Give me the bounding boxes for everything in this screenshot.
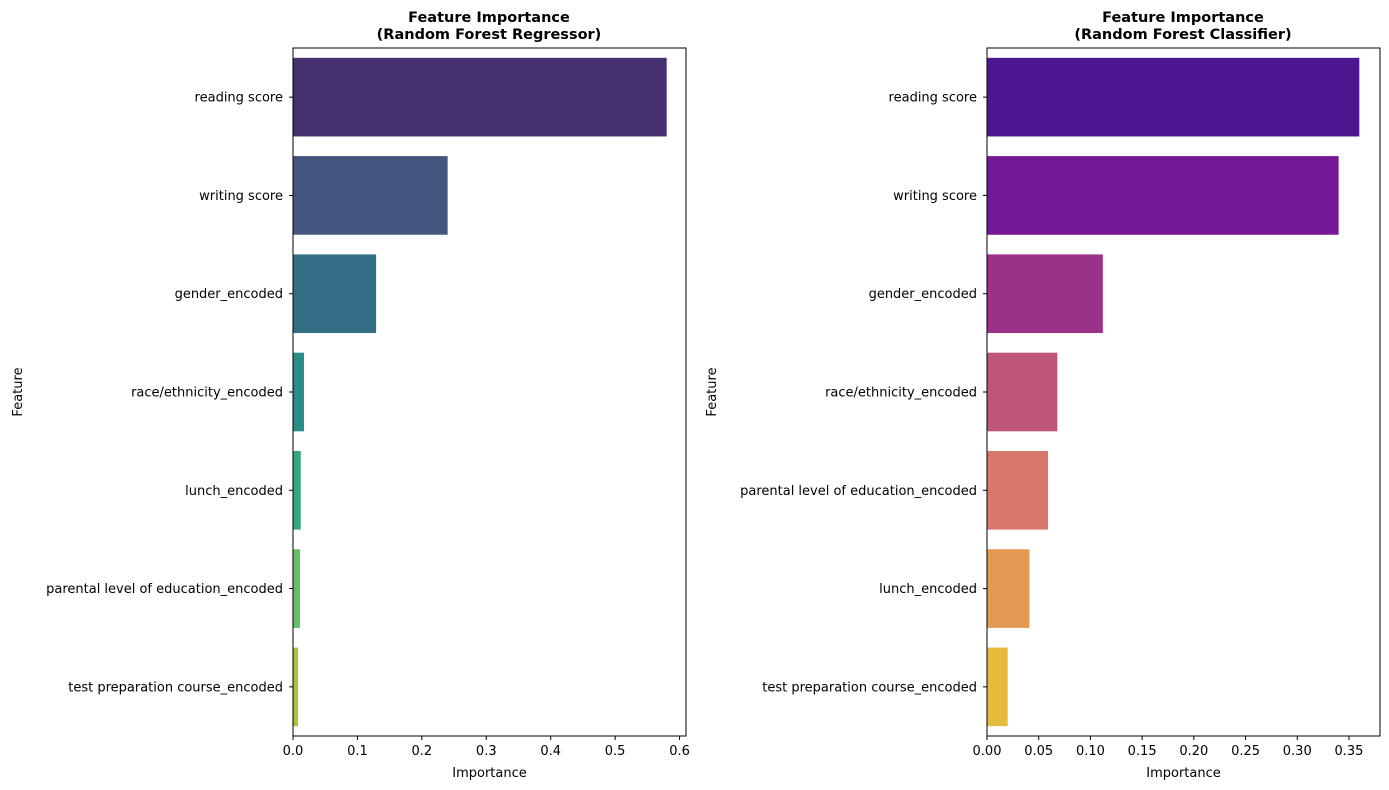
x-tick-label: 0.25 <box>1231 744 1260 759</box>
y-tick-label: test preparation course_encoded <box>762 680 977 695</box>
bar <box>987 647 1008 727</box>
x-tick-label: 0.5 <box>605 744 626 759</box>
chart-title-line: (Random Forest Classifier) <box>1074 27 1291 43</box>
x-tick-label: 0.35 <box>1334 744 1363 759</box>
bar <box>293 156 448 235</box>
x-tick-label: 0.10 <box>1076 744 1105 759</box>
axes-frame <box>986 47 1381 737</box>
x-tick-label: 0.15 <box>1128 744 1157 759</box>
y-tick-label: parental level of education_encoded <box>740 484 977 499</box>
x-tick-label: 0.00 <box>973 744 1002 759</box>
bar <box>987 254 1103 334</box>
x-tick-label: 0.3 <box>476 744 497 759</box>
x-tick-label: 0.0 <box>283 744 304 759</box>
bar <box>987 549 1030 628</box>
x-tick-label: 0.6 <box>669 744 690 759</box>
bar <box>987 57 1360 137</box>
y-tick-label: gender_encoded <box>175 287 283 302</box>
y-tick-label: gender_encoded <box>869 287 977 302</box>
y-tick-label: reading score <box>195 91 283 106</box>
x-tick-label: 0.4 <box>540 744 561 759</box>
chart-title-line: Feature Importance <box>1102 10 1264 26</box>
y-tick-label: writing score <box>893 189 977 204</box>
bar <box>987 352 1058 432</box>
y-tick-label: race/ethnicity_encoded <box>825 386 977 401</box>
bar <box>293 57 667 137</box>
y-tick-label: test preparation course_encoded <box>68 680 283 695</box>
bar <box>293 450 301 530</box>
y-tick-label: parental level of education_encoded <box>46 582 283 597</box>
y-tick-label: reading score <box>889 91 977 106</box>
y-tick-label: writing score <box>199 189 283 204</box>
chart-panel-1: Feature Importance(Random Forest Regress… <box>11 10 690 781</box>
y-axis-label: Feature <box>11 367 26 416</box>
chart-title-line: Feature Importance <box>408 10 570 26</box>
axes-frame <box>292 47 687 737</box>
bar <box>987 450 1049 530</box>
bar <box>293 352 304 432</box>
y-tick-label: lunch_encoded <box>185 484 283 499</box>
bar <box>293 549 301 628</box>
x-tick-label: 0.05 <box>1024 744 1053 759</box>
chart-panel-2: Feature Importance(Random Forest Classif… <box>705 10 1381 781</box>
x-tick-label: 0.1 <box>347 744 368 759</box>
x-tick-label: 0.2 <box>412 744 433 759</box>
x-axis-label: Importance <box>1146 766 1221 781</box>
bar <box>293 647 299 727</box>
x-tick-label: 0.30 <box>1283 744 1312 759</box>
y-tick-label: race/ethnicity_encoded <box>131 386 283 401</box>
bar <box>987 156 1339 235</box>
chart-title-line: (Random Forest Regressor) <box>377 27 602 43</box>
y-axis-label: Feature <box>705 367 720 416</box>
bar <box>293 254 377 334</box>
y-tick-label: lunch_encoded <box>879 582 977 597</box>
x-tick-label: 0.20 <box>1179 744 1208 759</box>
x-axis-label: Importance <box>452 766 527 781</box>
